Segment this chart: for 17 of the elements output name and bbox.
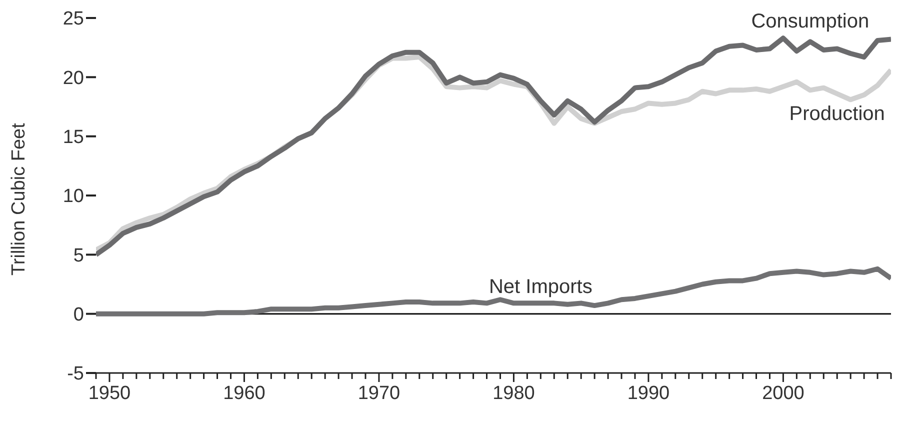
y-tick-label: 10 [62,186,84,208]
y-tick-label: 0 [73,304,84,326]
y-tick-label: 15 [62,127,84,148]
series-label: Net Imports [488,276,592,298]
x-tick-label: 1980 [492,383,535,404]
x-tick-label: 1950 [88,383,131,404]
y-tick-label: 20 [62,68,84,89]
x-tick-label: 2000 [762,383,804,404]
x-tick-label: 1990 [627,383,670,404]
y-tick-label: 25 [62,8,84,30]
y-tick-label: 5 [73,245,84,266]
series-label: Consumption [751,10,870,33]
y-axis-title: Trillion Cubic Feet [8,122,30,276]
series-label: Production [789,102,885,125]
x-tick-label: 1960 [223,383,266,404]
y-tick-label: -5 [67,364,84,385]
x-tick-label: 1970 [358,383,400,404]
